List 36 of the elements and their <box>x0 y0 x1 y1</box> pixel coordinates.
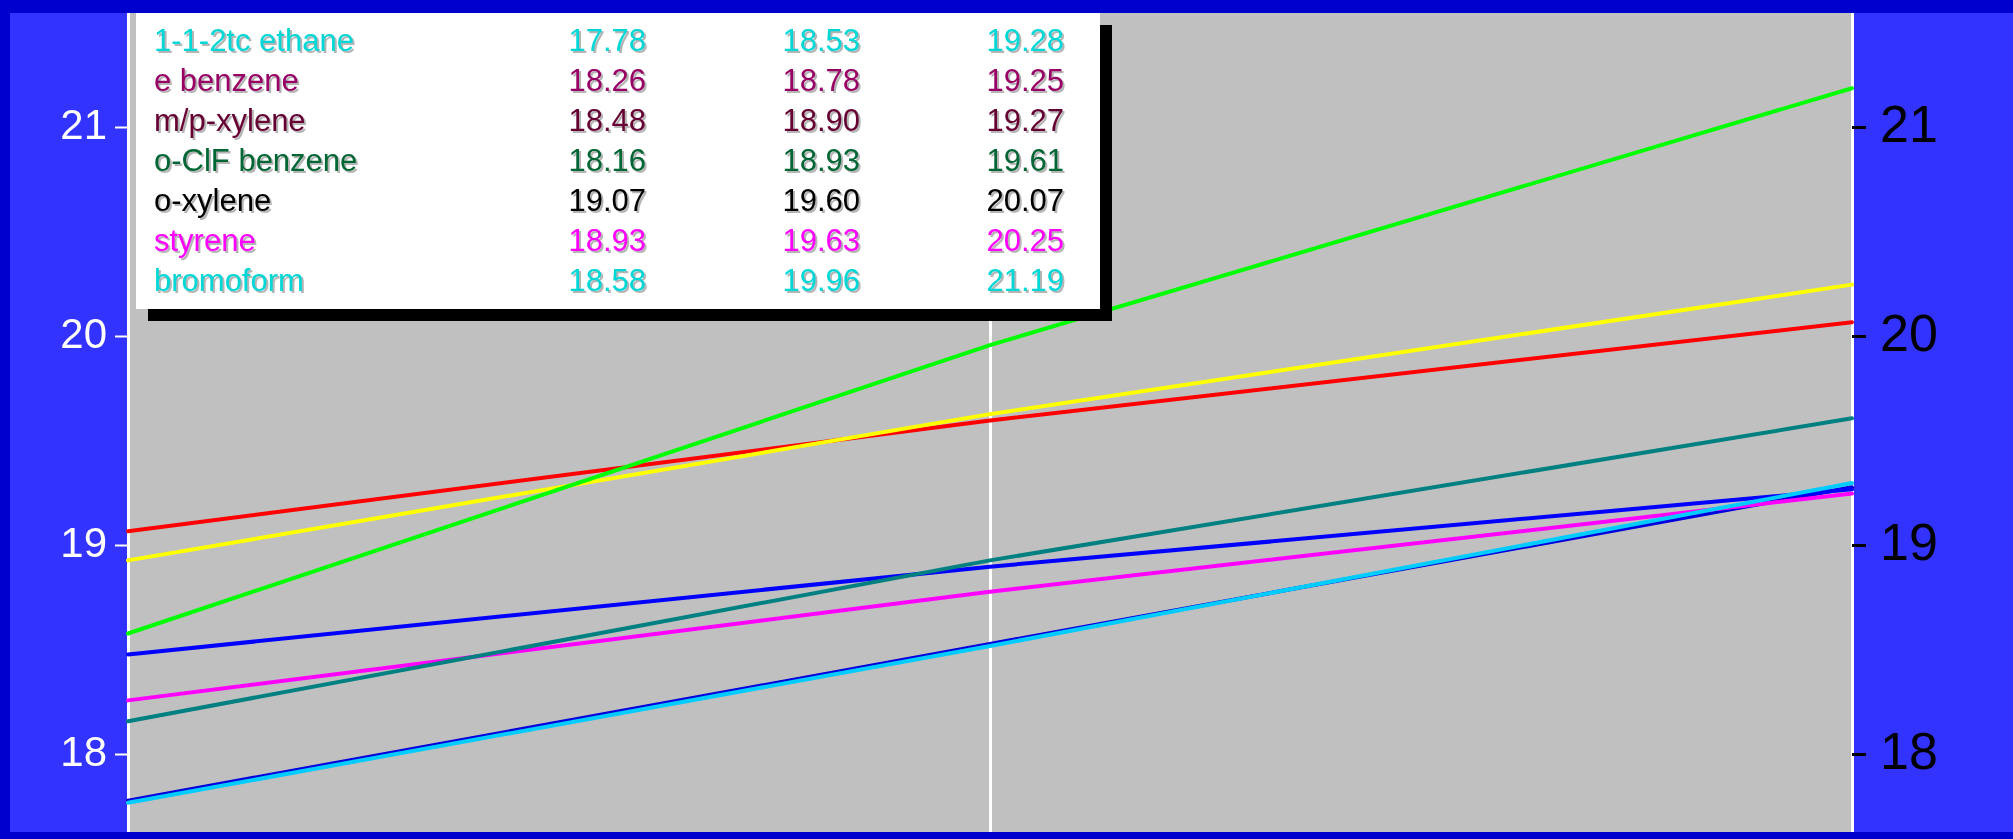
annotation: 19.63 <box>781 222 860 260</box>
annotation: 19.96 <box>781 262 860 300</box>
annotation: 18.93 <box>781 142 860 180</box>
annotation: m/p-xylene <box>154 102 307 140</box>
annotation: 19.27 <box>985 102 1064 140</box>
annotation: 17.78 <box>567 22 646 60</box>
annotation: 21.19 <box>985 262 1064 300</box>
annotation: 19.61 <box>985 142 1064 180</box>
annotation: 1-1-2tc ethane <box>154 22 355 60</box>
annotation: bromoform <box>154 262 305 300</box>
annotation: 18.26 <box>567 62 646 100</box>
annotation: e benzene <box>154 62 300 100</box>
y-tick-label: 20 <box>60 310 107 358</box>
y-tick-label: 18 <box>60 728 107 776</box>
y2-tick-label: 18 <box>1880 722 1938 781</box>
annotation: o-xylene <box>154 182 273 220</box>
annotation: o-ClF benzene <box>154 142 359 180</box>
y2-tick-label: 19 <box>1880 513 1938 572</box>
annotation: 20.25 <box>985 222 1064 260</box>
annotation: 18.90 <box>781 102 860 140</box>
annotation: 19.25 <box>985 62 1064 100</box>
annotation: 18.48 <box>567 102 646 140</box>
y-tick-label: 19 <box>60 519 107 567</box>
annotation: 18.53 <box>781 22 860 60</box>
annotation: 18.58 <box>567 262 646 300</box>
annotation: styrene <box>154 222 257 260</box>
annotation: 18.93 <box>567 222 646 260</box>
y-tick-label: 21 <box>60 101 107 149</box>
annotation: 18.78 <box>781 62 860 100</box>
annotation: 20.07 <box>985 182 1064 220</box>
annotation: 19.28 <box>985 22 1064 60</box>
y2-tick-label: 21 <box>1880 95 1938 154</box>
y2-tick-label: 20 <box>1880 304 1938 363</box>
annotation: 18.16 <box>567 142 646 180</box>
annotation: 19.60 <box>781 182 860 220</box>
annotation: 19.07 <box>567 182 646 220</box>
